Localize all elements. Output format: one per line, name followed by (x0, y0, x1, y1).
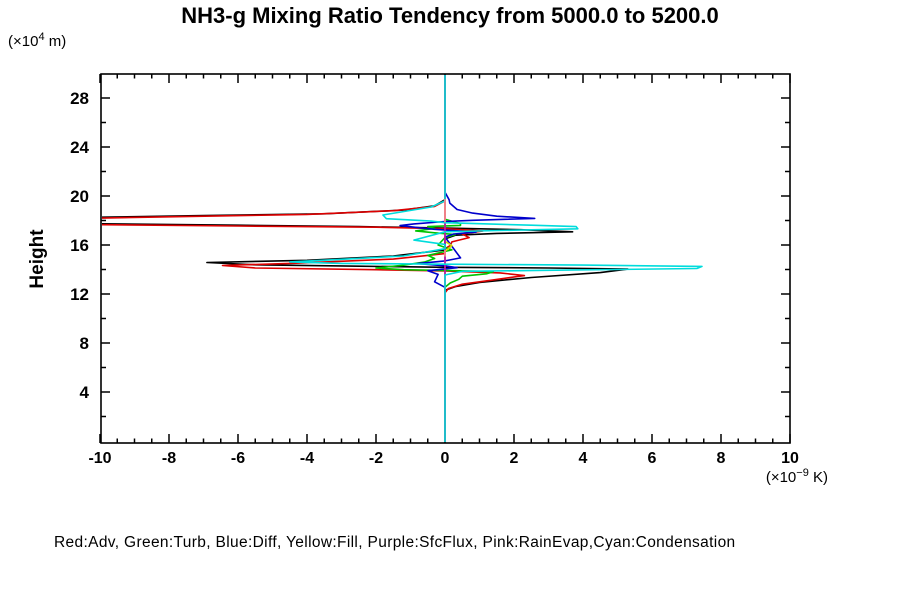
series-Adv (102, 75, 526, 441)
y-tick-label: 12 (70, 285, 89, 304)
series-Diff (399, 75, 536, 441)
y-tick-label: 8 (80, 334, 89, 353)
series-Fill (444, 75, 453, 441)
x-tick-label: -4 (300, 450, 314, 467)
y-unit-base: (×10 (8, 33, 39, 50)
series-Turb (375, 75, 495, 441)
x-unit-rest: K) (808, 469, 828, 486)
legend-text: Red:Adv, Green:Turb, Blue:Diff, Yellow:F… (54, 534, 736, 551)
y-tick-label: 28 (70, 89, 89, 108)
x-tick-label: 2 (510, 450, 519, 467)
x-tick-label: 10 (781, 450, 799, 467)
series-curves (102, 75, 703, 442)
x-tick-label: 0 (441, 450, 450, 467)
x-unit-base: (×10 (765, 469, 797, 486)
x-tick-label: 4 (579, 450, 588, 467)
series-Condensation (288, 75, 703, 442)
x-tick-label: -6 (231, 450, 245, 467)
x-tick-label: 8 (717, 450, 726, 467)
plot-frame (100, 73, 791, 444)
x-tick-label: -10 (88, 450, 111, 467)
x-unit-exponent: −9 (796, 467, 809, 479)
y-tick-label: 4 (80, 383, 90, 402)
series-black-unlabeled-total (102, 75, 629, 441)
x-tick-label: 6 (648, 450, 657, 467)
y-unit-rest: m) (44, 33, 67, 50)
y-unit-exponent: 4 (38, 31, 45, 43)
y-tick-label: 16 (70, 236, 89, 255)
chart-title: NH3-g Mixing Ratio Tendency from 5000.0 … (181, 3, 719, 28)
axis-ticks (99, 74, 791, 443)
y-tick-label: 20 (70, 187, 89, 206)
x-axis-unit-label: (×10−9 K) (718, 467, 828, 486)
x-tick-label: -2 (369, 450, 383, 467)
x-tick-label: -8 (162, 450, 176, 467)
y-tick-label: 24 (70, 138, 89, 157)
y-axis-unit-label: (×104 m) (8, 31, 66, 50)
